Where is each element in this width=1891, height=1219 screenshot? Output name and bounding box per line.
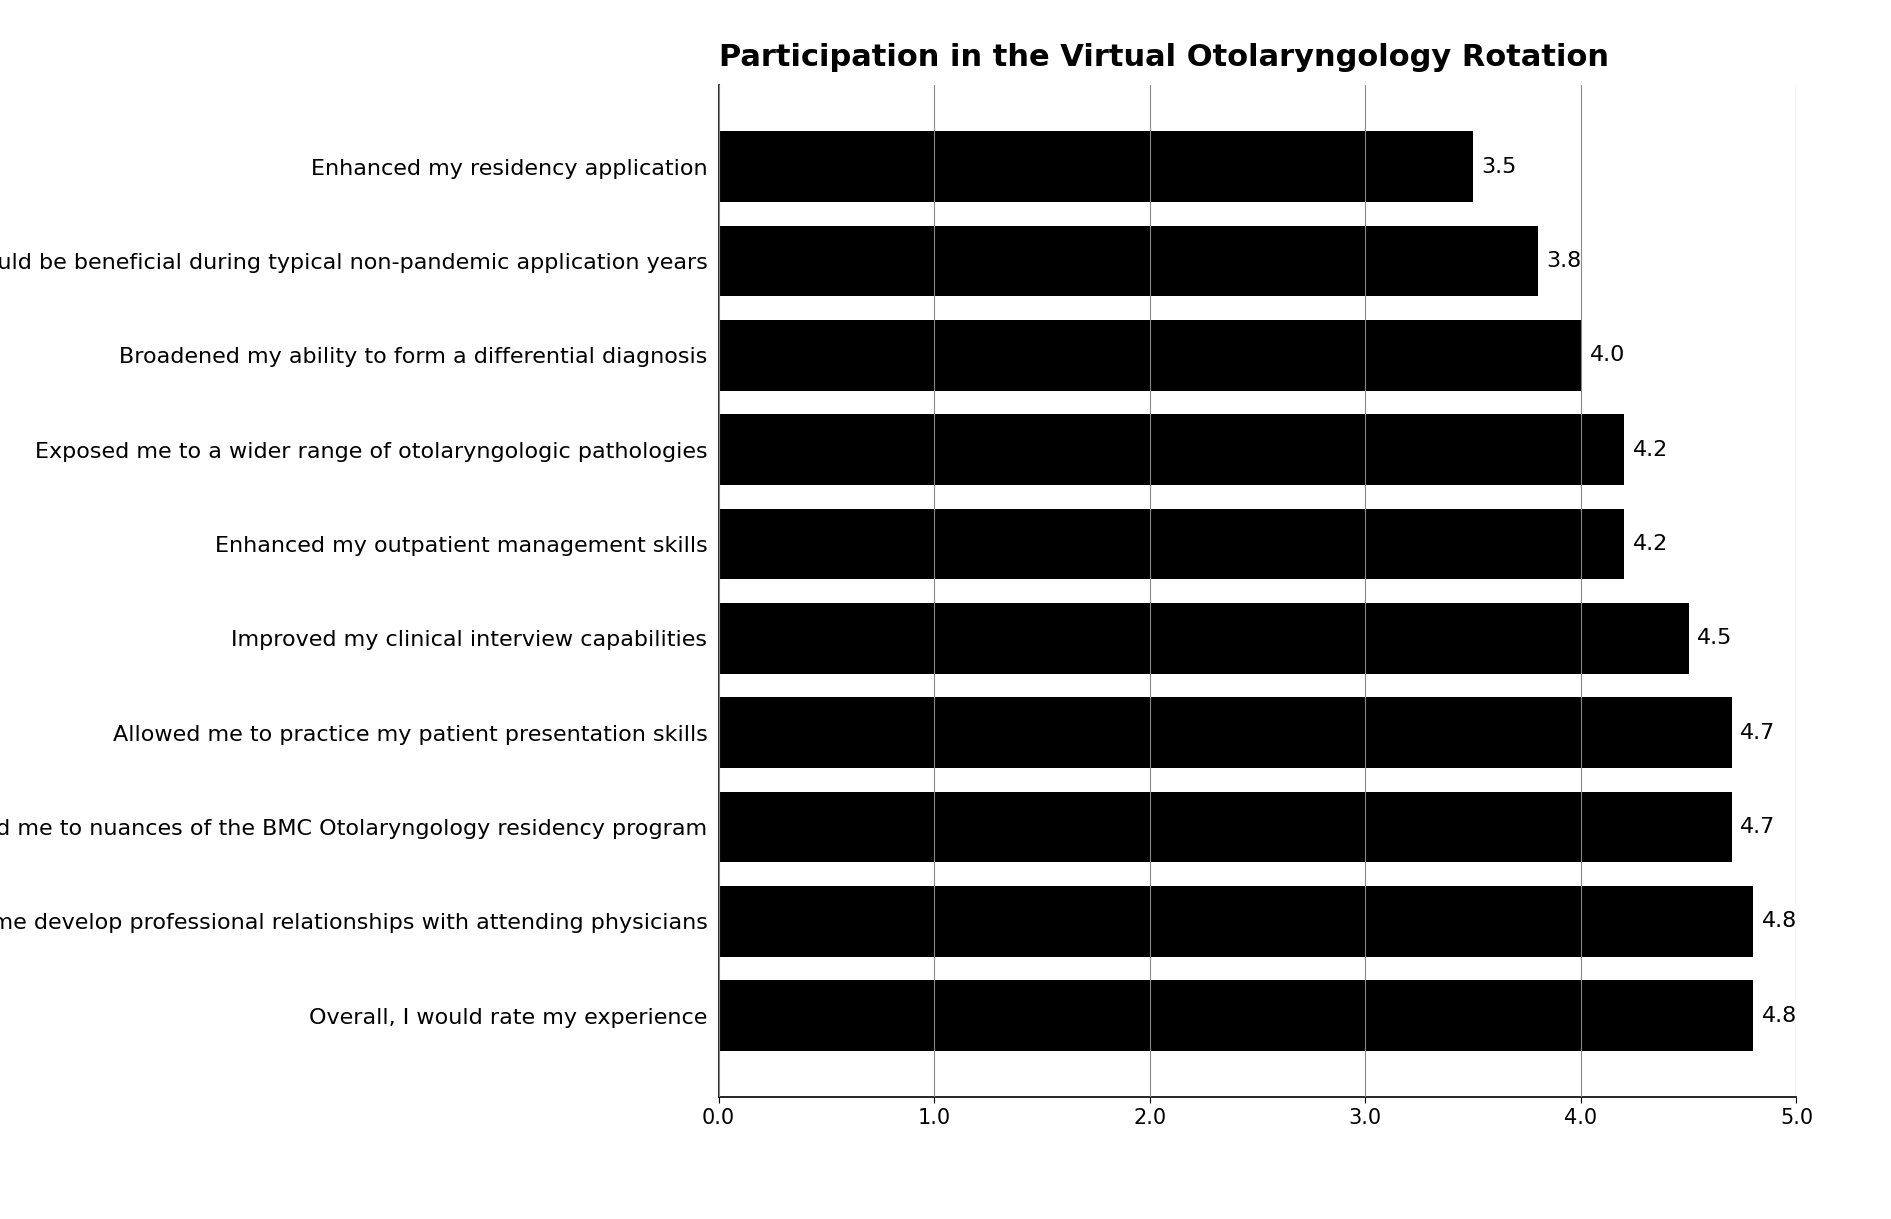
Bar xyxy=(719,603,1689,674)
Text: 4.7: 4.7 xyxy=(1740,723,1776,742)
Bar xyxy=(719,980,1753,1051)
Bar xyxy=(719,414,1624,485)
Text: 4.8: 4.8 xyxy=(1762,1006,1796,1025)
Bar xyxy=(719,226,1537,296)
Bar xyxy=(719,321,1581,391)
Text: 4.2: 4.2 xyxy=(1632,440,1668,460)
Bar xyxy=(719,886,1753,957)
Bar xyxy=(719,508,1624,579)
Bar xyxy=(719,132,1473,202)
Text: 4.0: 4.0 xyxy=(1590,345,1624,366)
Text: 3.5: 3.5 xyxy=(1483,157,1517,177)
Text: Participation in the Virtual Otolaryngology Rotation: Participation in the Virtual Otolaryngol… xyxy=(719,43,1609,72)
Text: 4.5: 4.5 xyxy=(1698,628,1732,649)
Bar xyxy=(719,697,1732,768)
Text: 3.8: 3.8 xyxy=(1547,251,1581,271)
Text: 4.2: 4.2 xyxy=(1632,534,1668,555)
Text: 4.7: 4.7 xyxy=(1740,817,1776,837)
Bar xyxy=(719,791,1732,862)
Text: 4.8: 4.8 xyxy=(1762,912,1796,931)
